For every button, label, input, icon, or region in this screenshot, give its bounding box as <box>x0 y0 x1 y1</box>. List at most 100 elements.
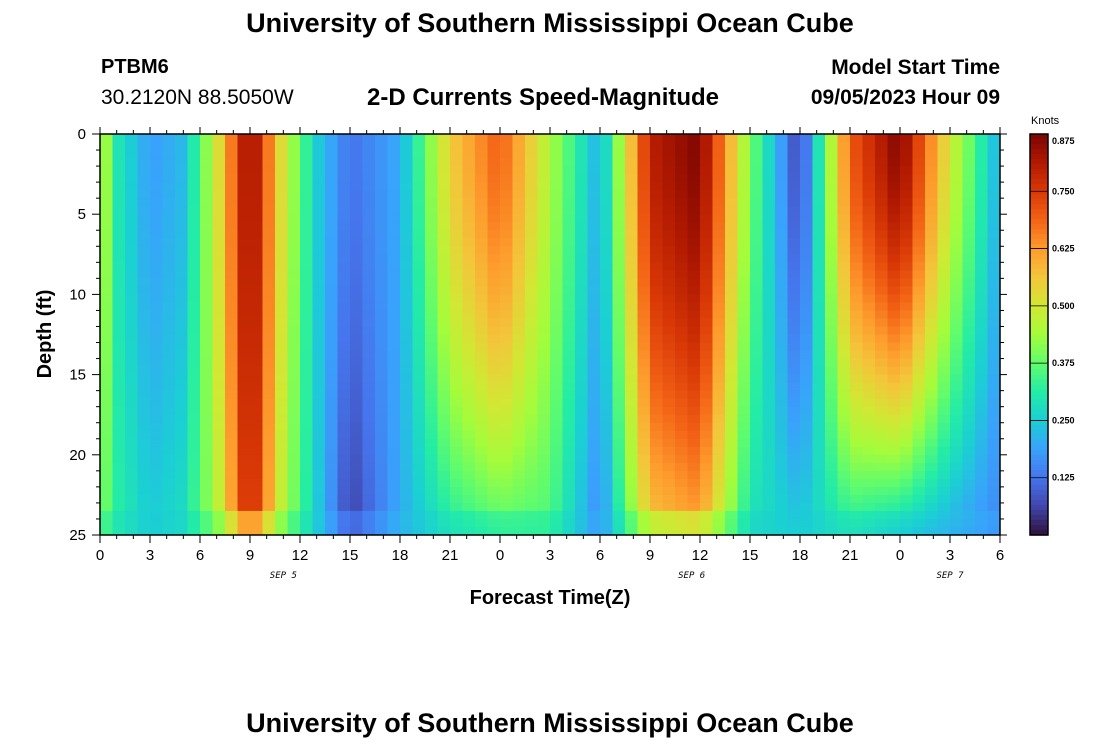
heatmap-cell <box>512 158 526 167</box>
heatmap-cell <box>987 278 1000 287</box>
heatmap-cell <box>875 350 889 360</box>
heatmap-cell <box>475 510 489 520</box>
heatmap-cell <box>737 342 751 352</box>
heatmap-cell <box>625 366 639 376</box>
heatmap-cell <box>512 166 526 175</box>
heatmap-cell <box>312 158 326 167</box>
heatmap-cell <box>137 414 151 424</box>
heatmap-cell <box>525 270 539 279</box>
heatmap-cell <box>362 286 376 295</box>
heatmap-cell <box>950 414 964 424</box>
heatmap-cell <box>425 342 439 352</box>
heatmap-cell <box>737 382 751 392</box>
heatmap-cell <box>975 502 989 512</box>
heatmap-cell <box>400 142 414 151</box>
heatmap-cell <box>150 398 164 408</box>
heatmap-cell <box>825 142 839 151</box>
heatmap-cell <box>250 366 264 376</box>
heatmap-cell <box>662 246 676 255</box>
heatmap-cell <box>512 278 526 287</box>
heatmap-cell <box>875 414 889 424</box>
heatmap-cell <box>675 406 689 416</box>
heatmap-cell <box>650 302 664 312</box>
heatmap-cell <box>950 486 964 496</box>
heatmap-cell <box>837 286 851 295</box>
heatmap-cell <box>537 214 551 223</box>
heatmap-cell <box>537 446 551 456</box>
heatmap-cell <box>937 214 951 223</box>
heatmap-cell <box>300 406 314 416</box>
heatmap-cell <box>150 422 164 432</box>
heatmap-cell <box>512 214 526 223</box>
heatmap-cell <box>212 382 226 392</box>
heatmap-cell <box>662 422 676 432</box>
heatmap-cell <box>275 478 289 488</box>
heatmap-cell <box>350 390 364 400</box>
colorbar-segment <box>1030 409 1048 416</box>
heatmap-cell <box>825 254 839 263</box>
heatmap-cell <box>937 222 951 231</box>
heatmap-cell <box>275 318 289 328</box>
heatmap-cell <box>575 150 589 159</box>
heatmap-cell <box>700 462 714 472</box>
heatmap-cell <box>250 310 264 320</box>
heatmap-cell <box>312 366 326 376</box>
heatmap-cell <box>237 150 251 159</box>
heatmap-cell <box>550 238 564 247</box>
heatmap-cell <box>350 302 364 312</box>
heatmap-cell <box>287 158 301 167</box>
heatmap-cell <box>525 478 539 488</box>
heatmap-cell <box>200 374 214 384</box>
heatmap-cell <box>112 454 126 464</box>
heatmap-cell <box>362 174 376 183</box>
heatmap-cell <box>375 422 389 432</box>
heatmap-cell <box>537 494 551 504</box>
heatmap-cell <box>675 206 689 215</box>
heatmap-cell <box>425 238 439 247</box>
heatmap-cell <box>162 342 176 352</box>
heatmap-cell <box>487 310 501 320</box>
heatmap-cell <box>575 246 589 255</box>
heatmap-cell <box>275 462 289 472</box>
heatmap-cell <box>375 430 389 440</box>
heatmap-cell <box>137 526 151 535</box>
heatmap-cell <box>287 454 301 464</box>
heatmap-cell <box>800 278 814 287</box>
heatmap-cell <box>450 334 464 344</box>
heatmap-cell <box>225 174 239 183</box>
heatmap-cell <box>987 422 1000 432</box>
colorbar-segment <box>1030 384 1048 391</box>
heatmap-cell <box>300 350 314 360</box>
heatmap-cell <box>862 294 876 304</box>
heatmap-cell <box>287 414 301 424</box>
heatmap-cell <box>737 230 751 239</box>
heatmap-cell <box>137 502 151 512</box>
heatmap-cell <box>450 486 464 496</box>
heatmap-cell <box>350 230 364 239</box>
heatmap-cell <box>212 526 226 535</box>
heatmap-cell <box>425 294 439 304</box>
heatmap-cell <box>212 438 226 448</box>
heatmap-cell <box>725 310 739 320</box>
heatmap-cell <box>887 350 901 360</box>
heatmap-cell <box>137 366 151 376</box>
heatmap-cell <box>225 390 239 400</box>
heatmap-cell <box>662 262 676 271</box>
heatmap-cell <box>287 326 301 336</box>
heatmap-cell <box>462 222 476 231</box>
heatmap-cell <box>325 190 339 199</box>
heatmap-cell <box>100 286 114 295</box>
heatmap-cell <box>250 326 264 336</box>
colorbar-segment <box>1030 399 1048 406</box>
heatmap-cell <box>712 390 726 400</box>
colorbar-segment <box>1030 374 1048 381</box>
heatmap-cell <box>225 438 239 448</box>
heatmap-cell <box>425 526 439 535</box>
heatmap-cell <box>687 230 701 239</box>
heatmap-cell <box>212 246 226 255</box>
heatmap-cell <box>425 142 439 151</box>
heatmap-cell <box>625 238 639 247</box>
heatmap-cell <box>675 254 689 263</box>
heatmap-cell <box>387 526 401 535</box>
heatmap-cell <box>187 310 201 320</box>
